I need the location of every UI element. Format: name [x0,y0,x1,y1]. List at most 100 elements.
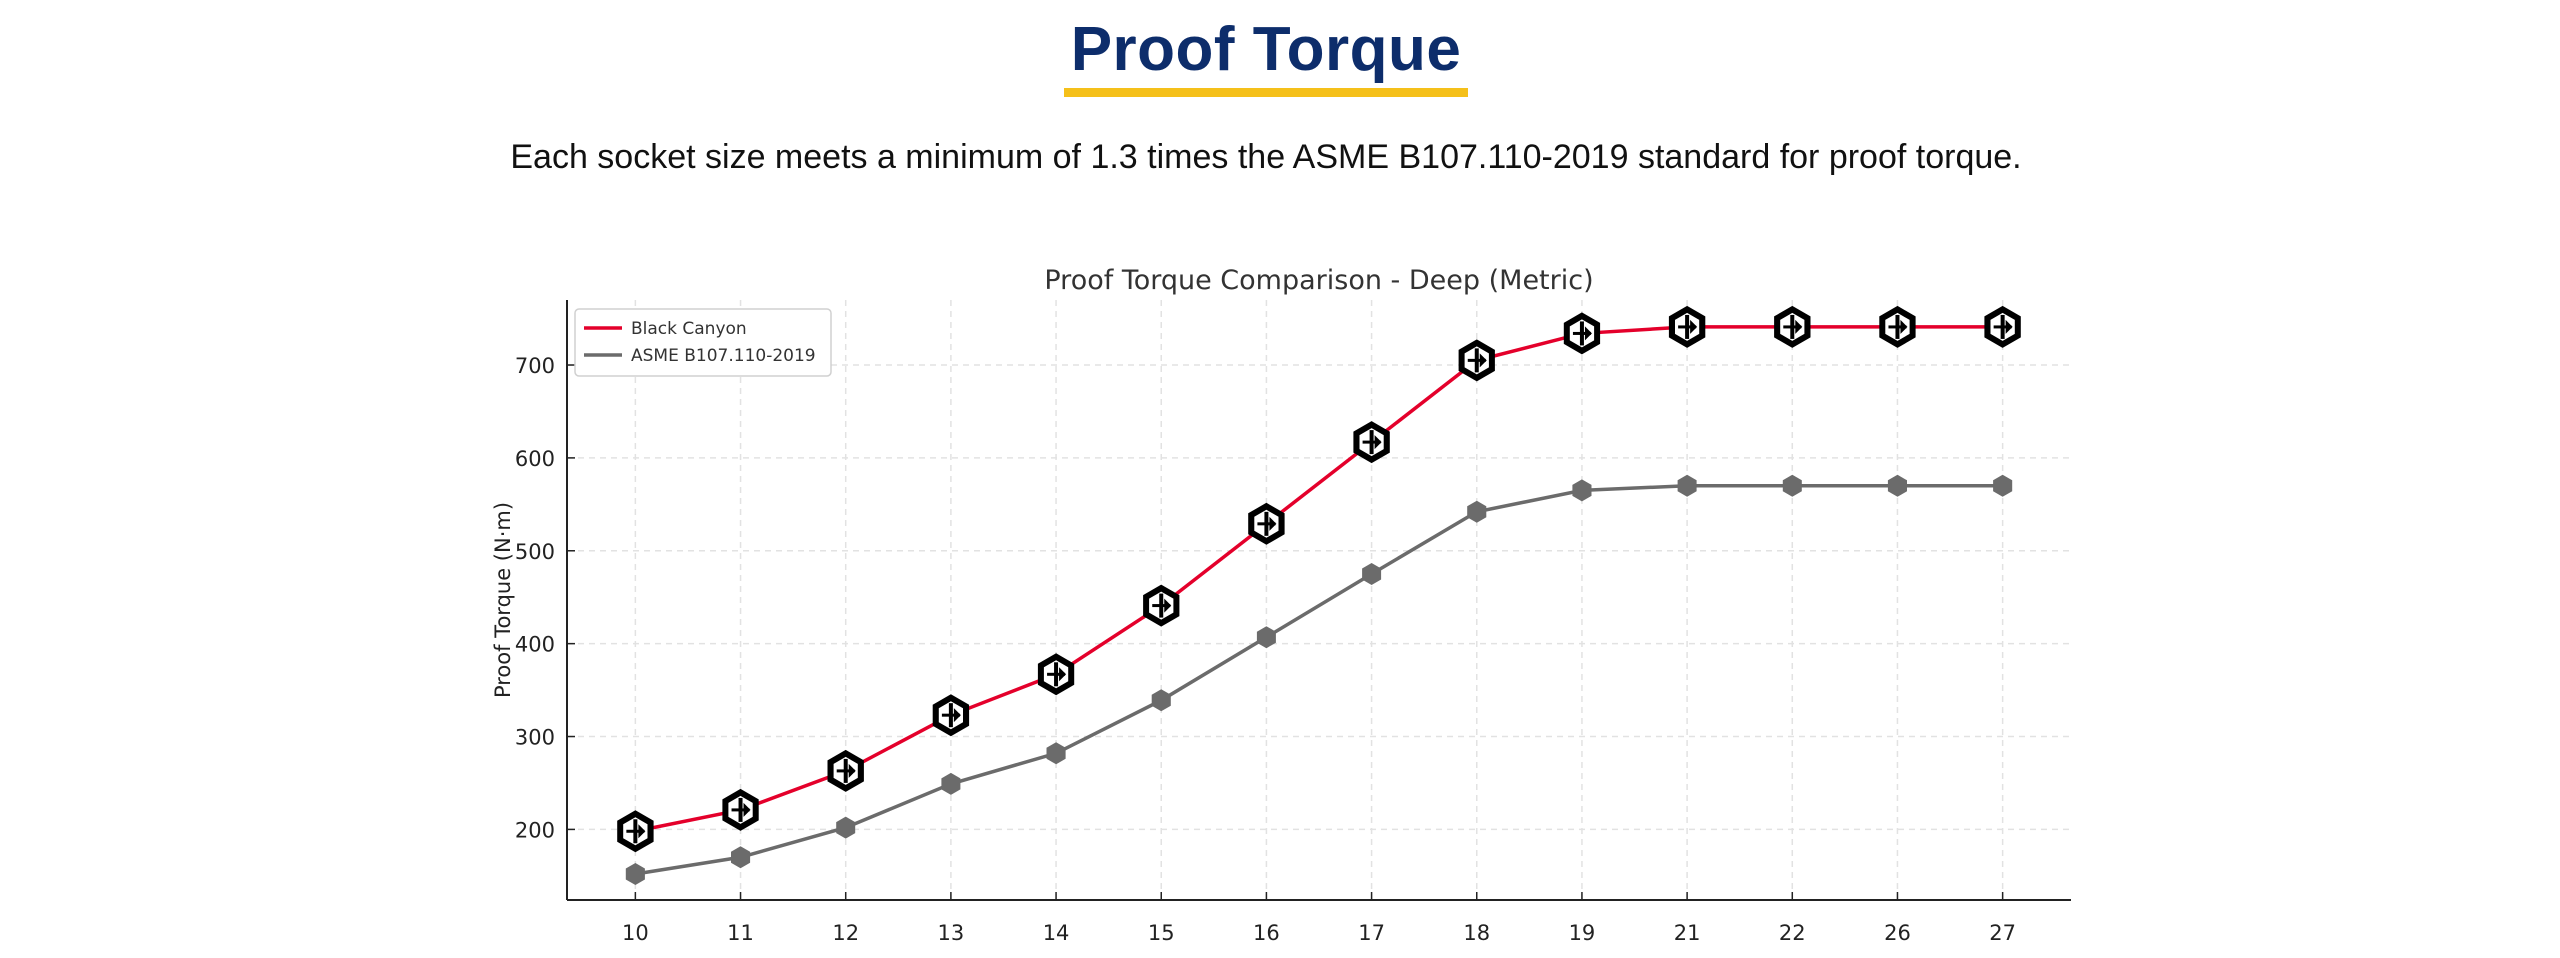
x-tick-label: 11 [727,921,754,945]
logo-arrow [743,802,751,817]
black-canyon-point [1458,339,1495,382]
logo-bar [941,713,960,717]
asme-point [941,772,961,795]
hexagon-marker [1046,742,1066,765]
x-tick-label: 13 [938,921,965,945]
asme-point [1256,626,1276,649]
logo-arrow [1900,319,1908,334]
logo-arrow [1374,435,1382,450]
hexagon-marker [625,863,645,885]
legend-label: ASME B107.110-2019 [631,346,816,366]
logo-arrow [953,708,961,723]
legend-box [574,308,832,377]
hexagon-marker [1993,474,2013,497]
x-tick-label: 22 [1779,921,1806,945]
black-canyon-point [827,749,864,792]
logo-arrow [1164,598,1172,613]
asme-point [1677,474,1697,497]
black-canyon-point [932,694,970,737]
page-title: Proof Torque [1070,15,1462,84]
asme-point [1362,563,1382,585]
x-tick-label: 21 [1674,921,1701,945]
logo-arrow [638,824,646,839]
asme-point [836,816,856,839]
logo-arrow [848,763,856,778]
logo-arrow [1584,326,1592,341]
hexagon-marker [836,816,856,839]
legend-label: Black Canyon [631,319,747,339]
page-subtitle: Each socket size meets a minimum of 1.3 … [510,138,2022,176]
x-tick-label: 16 [1253,921,1280,945]
asme-point [1151,689,1171,712]
asme-point [1467,500,1487,523]
x-tick-label: 10 [622,921,649,945]
asme-point [625,863,645,885]
y-tick-label: 700 [515,354,555,378]
black-canyon-point [1984,305,2021,348]
black-canyon-point [1353,421,1390,464]
logo-bar [1678,325,1697,329]
y-tick-label: 500 [515,540,555,564]
hexagon-marker [941,772,961,795]
logo-bar [626,829,645,833]
black-canyon-point [1037,653,1075,696]
black-canyon-point [1879,305,1916,348]
title-underline [1064,88,1468,97]
black-canyon-point [1668,305,1706,348]
y-tick-label: 600 [515,447,555,471]
asme-point [731,846,751,869]
legend: Black Canyon ASME B107.110-2019 [574,308,832,377]
x-tick-label: 17 [1358,921,1385,945]
logo-arrow [1795,319,1803,334]
logo-arrow [1269,516,1277,531]
logo-bar [1783,325,1802,329]
hexagon-marker [1782,474,1802,497]
y-tick-label: 400 [515,633,555,657]
logo-bar [1467,358,1486,362]
series-line-asme [635,484,2003,876]
logo-bar [1257,522,1276,526]
hexagon-marker [731,846,751,869]
y-tick-label: 300 [515,726,555,750]
logo-bar [1993,325,2012,329]
black-canyon-point [1774,305,1811,348]
x-tick-label: 15 [1148,921,1175,945]
hexagon-marker [1572,479,1592,502]
logo-arrow [1479,353,1487,368]
chart-title: Proof Torque Comparison - Deep (Metric) [1044,265,1593,296]
x-tick-label: 18 [1463,921,1490,945]
hexagon-marker [1467,500,1487,523]
x-tick-label: 19 [1569,921,1596,945]
hexagon-marker [1256,626,1276,649]
hexagon-marker [1887,474,1907,497]
black-canyon-point [617,810,654,853]
black-canyon-point [1563,312,1601,355]
asme-point [1782,474,1802,497]
x-tick-label: 14 [1043,921,1070,945]
logo-bar [1572,331,1591,335]
logo-bar [1047,672,1066,676]
logo-bar [731,808,750,812]
logo-bar [836,769,855,773]
black-canyon-point [722,788,759,831]
asme-point [1993,474,2013,497]
y-axis-label: Proof Torque (N·m) [491,502,515,698]
black-canyon-point [1143,584,1180,627]
y-tick-label: 200 [515,818,555,842]
x-tick-label: 12 [832,921,859,945]
logo-arrow [1690,319,1698,334]
logo-bar [1362,440,1381,444]
hexagon-marker [1151,689,1171,712]
asme-point [1887,474,1907,497]
hexagon-marker [1677,474,1697,497]
logo-bar [1888,325,1907,329]
x-tick-label: 27 [1989,921,2016,945]
asme-point [1572,479,1592,502]
x-tick-label: 26 [1884,921,1911,945]
black-canyon-point [1248,502,1285,545]
logo-arrow [1059,667,1067,682]
logo-bar [1152,604,1171,608]
logo-arrow [2005,319,2013,334]
asme-point [1046,742,1066,765]
